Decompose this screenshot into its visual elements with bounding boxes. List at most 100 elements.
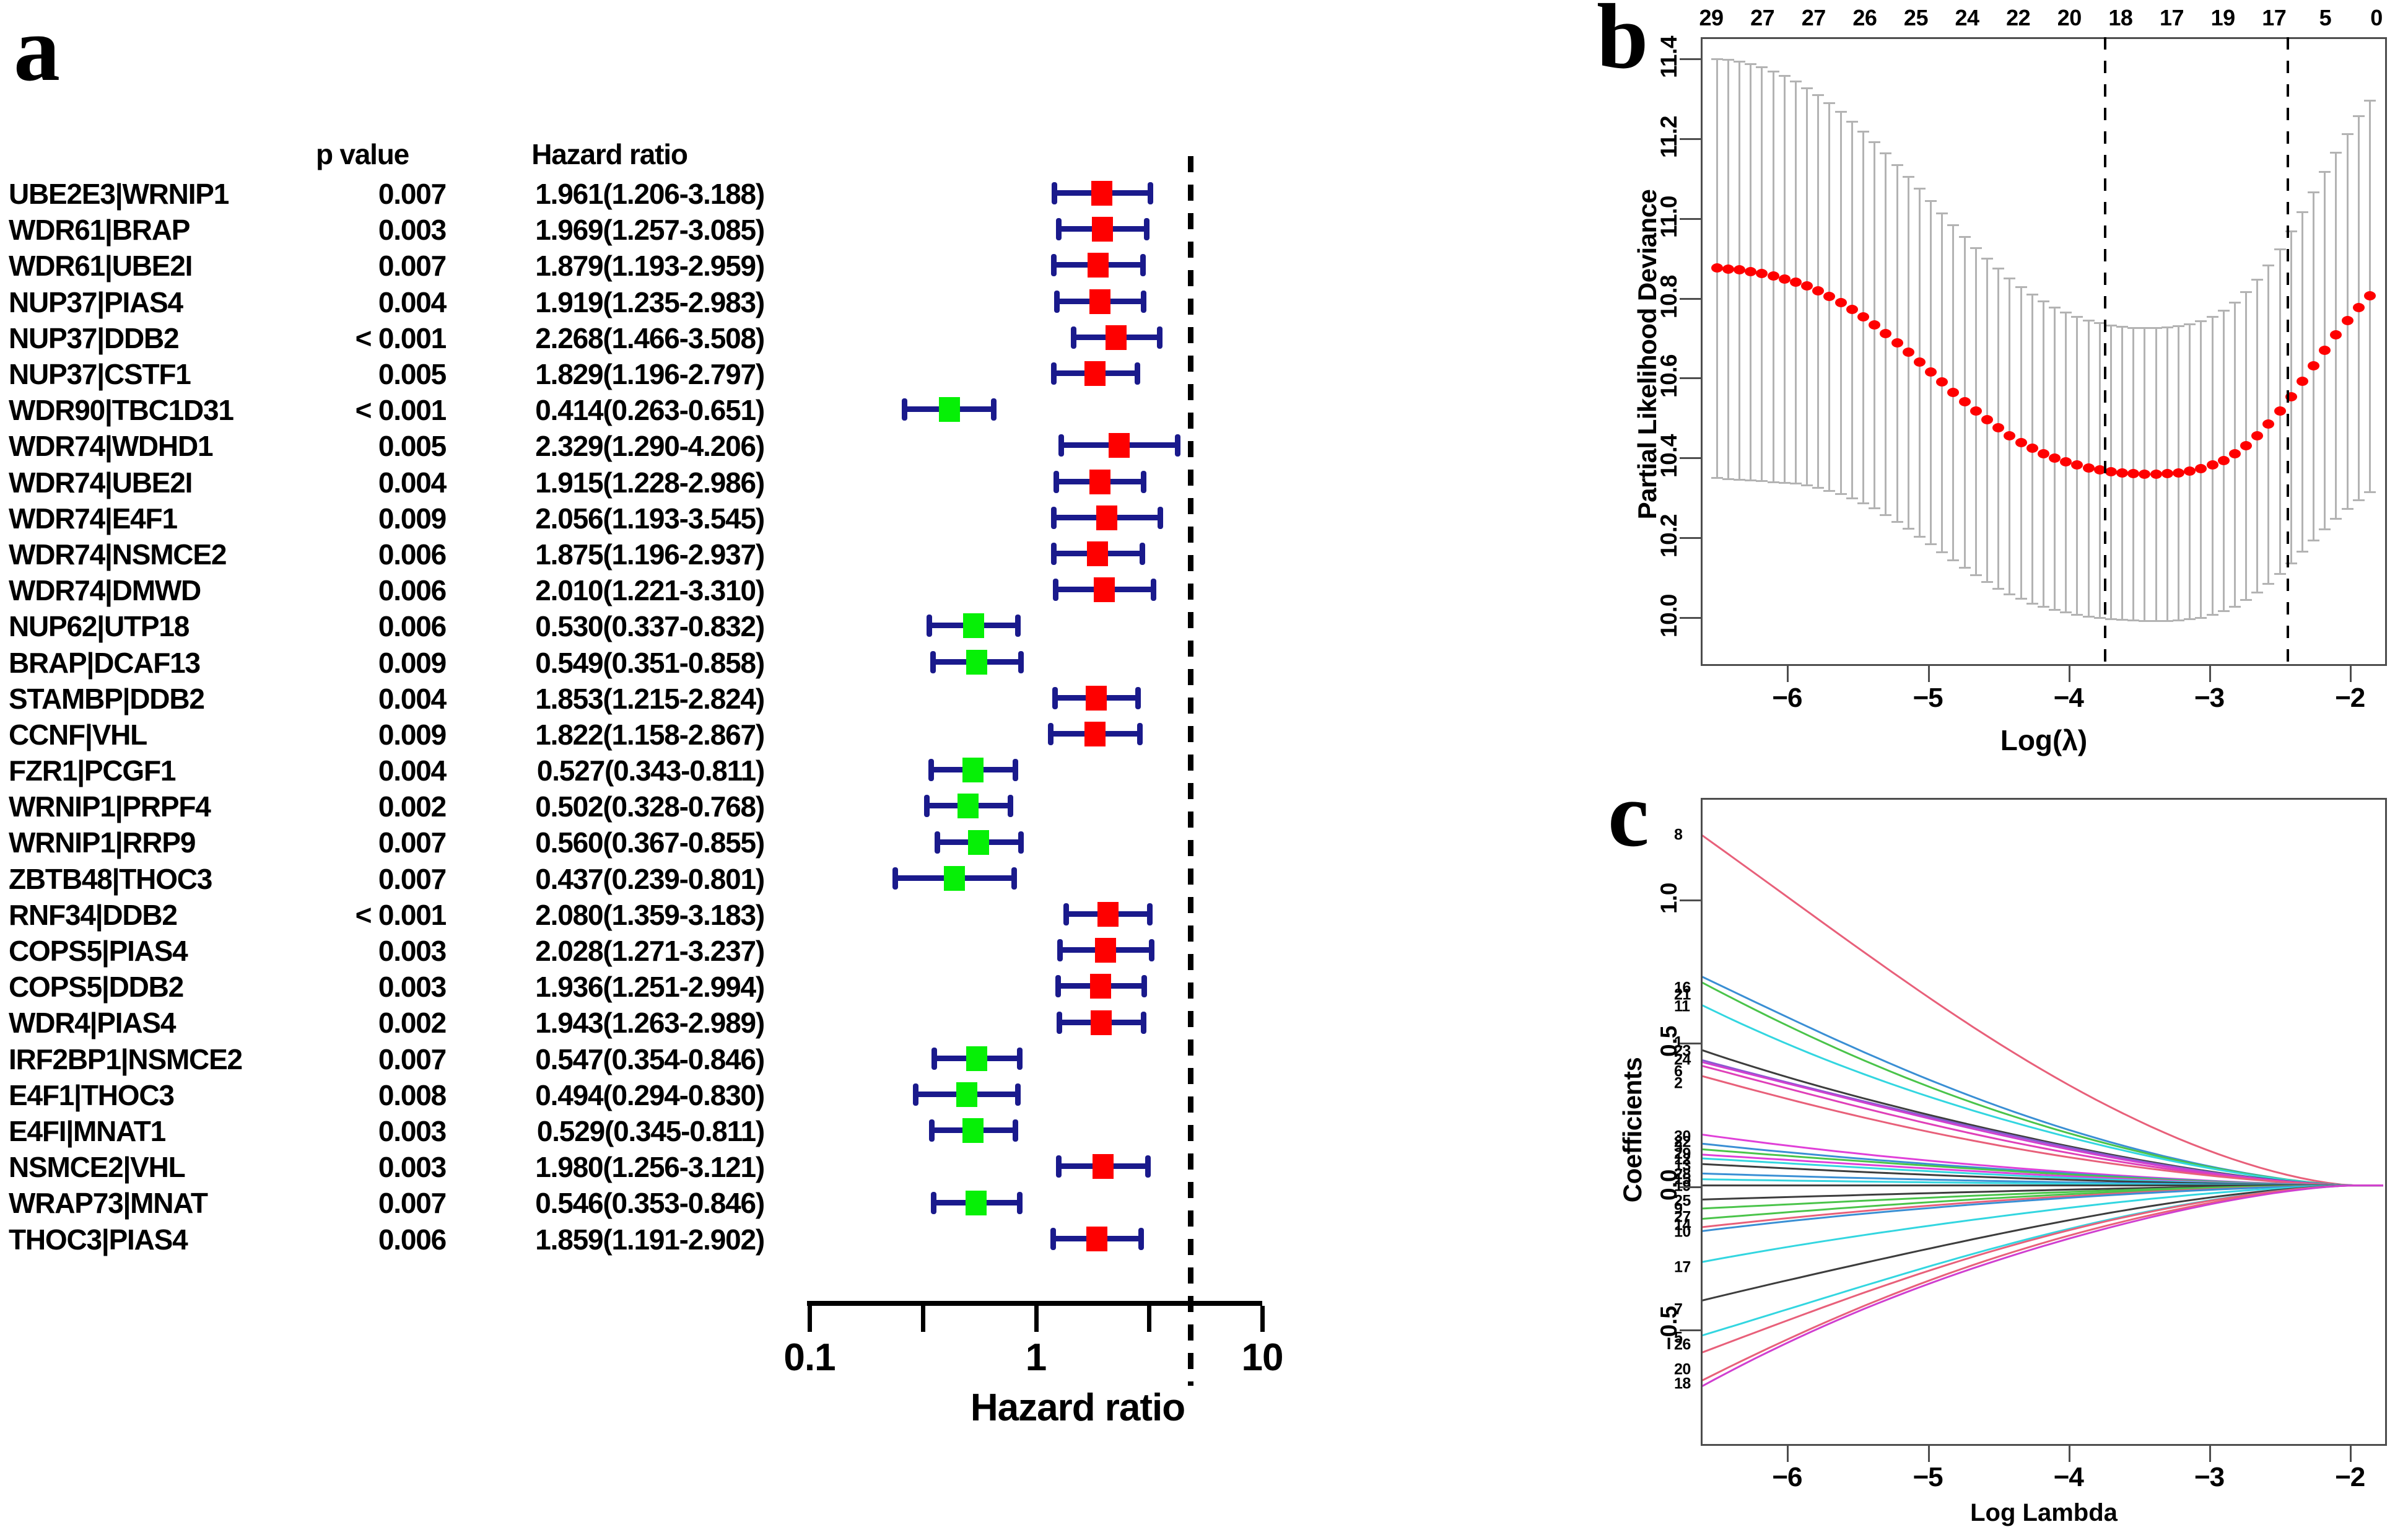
ci-cap-upper — [1011, 867, 1018, 890]
error-bar-cap-upper — [2004, 277, 2016, 279]
deviance-point — [2049, 453, 2061, 463]
deviance-point — [2341, 316, 2353, 326]
ci-cap-upper — [1013, 1119, 1019, 1142]
cv-deviance-plot: 29 27 27 26 25 24 22 20 18 17 19 17 5 0 10.0 10.2 10.4 1… — [1586, 0, 2408, 762]
cell-p-value: < 0.001 — [355, 394, 447, 427]
cell-gene-pair: WRAP73|MNAT — [9, 1187, 208, 1220]
top-axis-count: 17 — [2262, 5, 2287, 30]
cell-hazard-ratio: 2.080(1.359-3.183) — [535, 898, 765, 931]
ci-cap-upper — [1148, 939, 1154, 962]
table-row: WDR74|NSMCE2 0.006 1.875(1.196-2.937) — [0, 536, 774, 572]
error-bar-cap-lower — [1756, 480, 1768, 483]
deviance-point — [1947, 387, 1960, 397]
ci-cap-upper — [1151, 579, 1157, 602]
curve-label: 30 — [1674, 1127, 1691, 1145]
error-bar-cap-upper — [2105, 324, 2117, 326]
y-axis-tick — [1680, 1329, 1701, 1331]
table-row: COPS5|PIAS4 0.003 2.028(1.271-3.237) — [0, 933, 774, 969]
x-tick-label: −6 — [1772, 683, 1802, 713]
cell-hazard-ratio: 1.915(1.228-2.986) — [535, 466, 765, 499]
cell-hazard-ratio: 1.980(1.256-3.121) — [535, 1151, 765, 1184]
hazard-ratio-marker — [1091, 181, 1113, 206]
top-axis-count: 18 — [2108, 5, 2133, 30]
cell-gene-pair: NUP37|DDB2 — [9, 322, 180, 354]
error-bar-cap-upper — [1823, 102, 1836, 105]
cell-p-value: 0.005 — [378, 430, 447, 463]
error-bar-cap-upper — [1734, 61, 1746, 63]
deviance-point — [1756, 269, 1768, 279]
table-row: E4FI|MNAT1 0.003 0.529(0.345-0.811) — [0, 1113, 774, 1149]
error-bar-cap-upper — [2296, 211, 2308, 213]
coefficient-path — [1700, 1059, 2383, 1187]
hazard-ratio-marker — [958, 794, 979, 819]
error-bar-cap-lower — [1902, 528, 1914, 530]
deviance-point — [1801, 281, 1813, 291]
deviance-point — [2060, 457, 2072, 467]
deviance-point — [1869, 320, 1881, 330]
curve-label: 19 — [1674, 1177, 1691, 1195]
deviance-point — [2139, 469, 2151, 479]
null-reference-line — [1188, 156, 1193, 1386]
forest-plot-row — [774, 209, 1548, 245]
error-bar-cap-upper — [2093, 322, 2106, 325]
cell-p-value: 0.006 — [378, 574, 447, 607]
cell-gene-pair: THOC3|PIAS4 — [9, 1223, 188, 1256]
cell-hazard-ratio: 1.829(1.196-2.797) — [535, 358, 765, 391]
error-bar-cap-lower — [2139, 619, 2151, 622]
cell-hazard-ratio: 0.529(0.345-0.811) — [536, 1114, 765, 1147]
error-bar-cap-lower — [2319, 528, 2331, 531]
table-row: ZBTB48|THOC3 0.007 0.437(0.239-0.801) — [0, 861, 774, 897]
x-tick-label: −2 — [2335, 1462, 2365, 1492]
cell-p-value: 0.006 — [378, 1223, 447, 1256]
cell-p-value: 0.003 — [378, 214, 447, 247]
hazard-ratio-marker — [1086, 685, 1107, 711]
error-bar-cap-lower — [2172, 619, 2184, 622]
table-row: STAMBP|DDB2 0.004 1.853(1.215-2.824) — [0, 681, 774, 717]
error-bar-cap-lower — [2060, 611, 2072, 614]
error-bar-cap-lower — [1812, 486, 1825, 489]
curve-label: 3 — [1674, 1138, 1683, 1156]
forest-plot-row — [774, 462, 1548, 498]
deviance-point — [2195, 464, 2207, 474]
error-bar-cap-lower — [1767, 481, 1779, 483]
error-bar-cap-lower — [2285, 562, 2297, 564]
hazard-ratio-marker — [966, 649, 988, 675]
forest-plot-row — [774, 1111, 1548, 1147]
hazard-ratio-marker — [1086, 1226, 1107, 1251]
error-bar-cap-upper — [2308, 191, 2320, 193]
x-tick-label: −5 — [1913, 1462, 1943, 1492]
ci-cap-upper — [1140, 290, 1146, 313]
table-row: WDR74|DMWD 0.006 2.010(1.221-3.310) — [0, 572, 774, 608]
deviance-point — [2150, 469, 2162, 479]
cell-gene-pair: WDR74|E4F1 — [9, 502, 178, 535]
hazard-ratio-marker — [1089, 469, 1110, 494]
table-row: WRNIP1|PRPF4 0.002 0.502(0.328-0.768) — [0, 789, 774, 825]
deviance-point — [1936, 377, 1948, 387]
forest-plot-row — [774, 750, 1548, 786]
deviance-point — [1981, 414, 1993, 424]
cell-hazard-ratio: 1.875(1.196-2.937) — [535, 538, 765, 571]
table-row: IRF2BP1|NSMCE2 0.007 0.547(0.354-0.846) — [0, 1041, 774, 1077]
top-axis-count: 22 — [2006, 5, 2031, 30]
hazard-ratio-marker — [938, 397, 960, 422]
table-row: FZR1|PCGF1 0.004 0.527(0.343-0.811) — [0, 753, 774, 789]
ci-cap-lower — [1050, 506, 1057, 529]
coefficient-path — [1700, 1184, 2383, 1233]
cell-hazard-ratio: 0.437(0.239-0.801) — [535, 862, 765, 895]
cell-p-value: 0.009 — [378, 718, 447, 751]
cell-p-value: 0.003 — [378, 1114, 447, 1147]
table-row: WDR74|E4F1 0.009 2.056(1.193-3.545) — [0, 501, 774, 536]
coefficient-path — [1700, 1004, 2383, 1187]
panel-label-c: c — [1608, 763, 1649, 866]
curve-label: 16 — [1674, 979, 1691, 997]
error-bar-cap-lower — [1970, 574, 1982, 576]
cell-hazard-ratio: 2.329(1.290-4.206) — [535, 430, 765, 463]
panel-b-plot-area — [1701, 37, 2387, 666]
cell-p-value: 0.006 — [378, 538, 447, 571]
error-bar-cap-lower — [2274, 572, 2286, 575]
cell-hazard-ratio: 2.268(1.466-3.508) — [535, 322, 765, 354]
cell-p-value: 0.007 — [378, 1043, 447, 1075]
cell-gene-pair: NUP62|UTP18 — [9, 610, 190, 643]
ci-cap-lower — [928, 1119, 935, 1142]
